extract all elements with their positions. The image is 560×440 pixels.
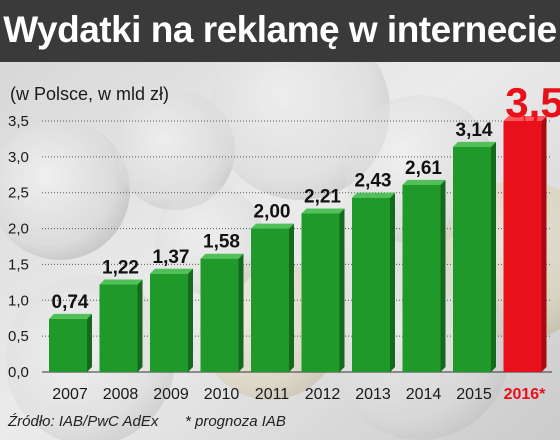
bar-side: [188, 268, 193, 372]
y-tick-label: 1,5: [8, 256, 29, 273]
x-tick-label: 2009: [153, 386, 189, 403]
bar: [352, 197, 390, 372]
bar-side: [440, 179, 446, 372]
bar-top: [453, 141, 496, 147]
data-label: 2,61: [405, 158, 442, 179]
bar-top: [99, 279, 143, 285]
bar: [150, 273, 188, 372]
forecast-note: * prognoza IAB: [185, 413, 286, 430]
data-label: 3,5: [505, 79, 560, 126]
bar-top: [352, 192, 395, 198]
x-tick-label: 2010: [204, 386, 240, 403]
y-tick-label: 0,5: [8, 328, 29, 345]
x-tick-label: 2008: [103, 386, 139, 403]
chart-title: Wydatki na reklamę w internecie: [3, 9, 557, 50]
title-band: [0, 0, 560, 62]
bar: [402, 184, 441, 372]
bar-top: [402, 179, 446, 185]
bar-side: [289, 223, 294, 372]
bar-top: [301, 208, 345, 214]
data-label: 2,21: [304, 187, 341, 208]
bar: [49, 318, 87, 372]
data-label: 2,00: [254, 202, 291, 223]
bar-side: [87, 313, 92, 372]
x-tick-label: 2007: [52, 386, 88, 403]
x-tick-label: 2014: [406, 386, 442, 403]
bar-side: [541, 116, 547, 372]
data-label: 2,43: [355, 171, 392, 192]
bar-side: [390, 192, 395, 372]
data-label: 1,58: [203, 232, 240, 253]
bar-top: [200, 253, 244, 259]
source-note: Źródło: IAB/PwC AdEx: [8, 413, 159, 430]
x-tick-label: 2015: [456, 386, 492, 403]
data-label: 1,37: [153, 247, 190, 268]
data-label: 0,74: [52, 292, 89, 313]
bar: [200, 258, 239, 372]
data-label: 1,22: [102, 258, 139, 279]
bar: [99, 284, 138, 372]
y-tick-label: 3,0: [8, 149, 29, 166]
y-tick-label: 2,5: [8, 185, 29, 202]
bar-side: [238, 253, 244, 372]
data-label: 3,14: [456, 120, 493, 141]
x-tick-label: 2012: [305, 386, 341, 403]
x-tick-label: 2011: [255, 386, 290, 403]
bar-top: [49, 313, 92, 319]
y-tick-label: 2,0: [8, 221, 29, 238]
bar-top: [251, 223, 294, 229]
bar: [503, 121, 542, 372]
y-tick-label: 0,0: [8, 364, 29, 381]
bar: [251, 228, 289, 372]
bar: [453, 146, 491, 372]
bar-side: [137, 279, 143, 372]
x-tick-label: 2013: [355, 386, 391, 403]
bar: [301, 213, 340, 372]
x-tick-label: 2016*: [504, 386, 547, 403]
y-tick-label: 1,0: [8, 292, 29, 309]
bar-top: [150, 268, 193, 274]
y-tick-label: 3,5: [8, 113, 29, 130]
chart-subtitle: (w Polsce, w mld zł): [10, 84, 170, 104]
bar-side: [339, 208, 345, 372]
bar-side: [491, 141, 496, 372]
